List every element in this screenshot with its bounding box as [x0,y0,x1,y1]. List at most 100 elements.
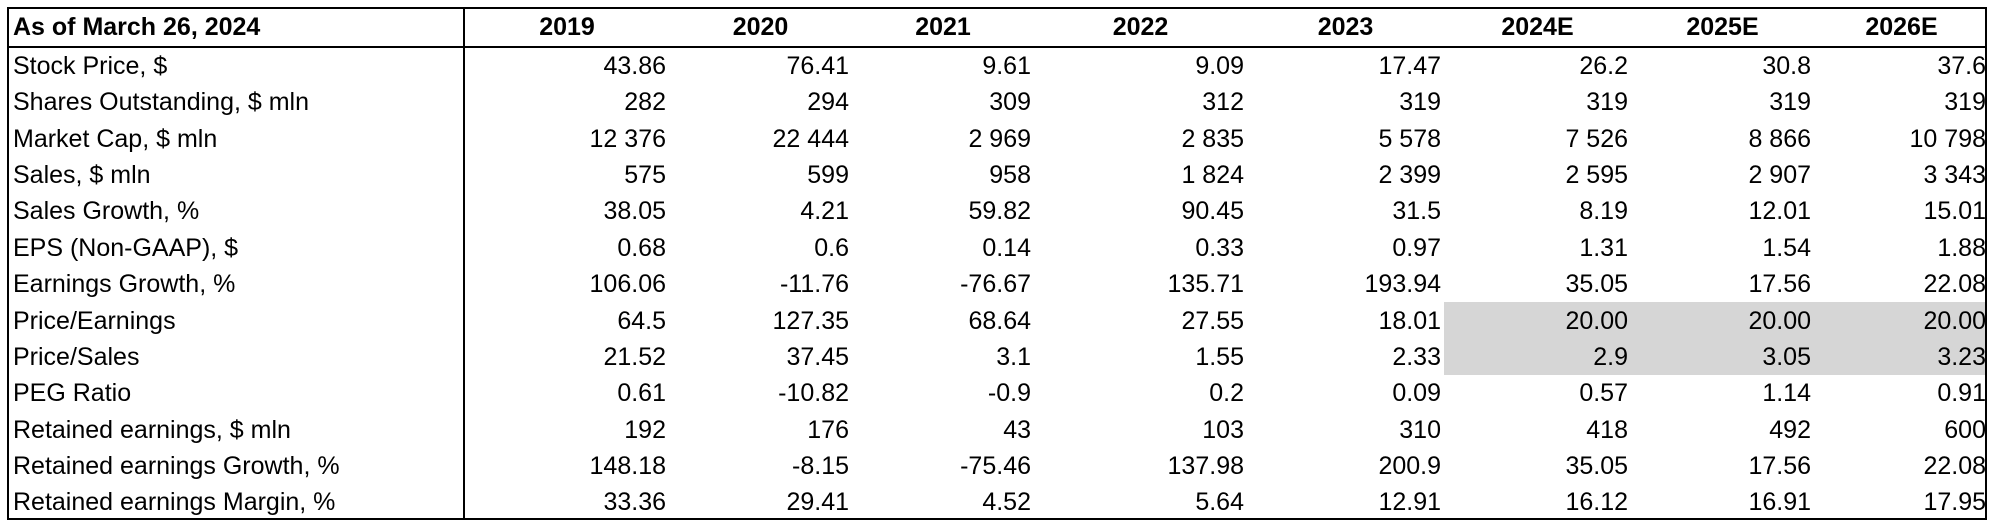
table-cell: 43.86 [603,52,666,80]
table-cell: -11.76 [779,270,849,299]
table-cell: 12.01 [1748,197,1811,226]
financial-table-container: As of March 26, 2024 2019 2020 2021 2022… [7,7,1987,520]
table-cell: 0.09 [1392,379,1441,408]
table-cell: 127.35 [772,306,849,335]
table-cell: 958 [989,160,1031,189]
table-cell: 4.21 [800,197,849,226]
table-cell: 38.05 [603,197,666,226]
table-row: Sales, $ mln 575 599 958 1 824 2 399 2 595 2 90… [9,156,1986,194]
table-cell: 106.06 [589,270,666,299]
table-cell: 1.55 [1195,342,1244,371]
table-cell: 20.00 [1631,302,1814,339]
table-cell: 3.05 [1631,338,1814,376]
table-cell: 2 835 [1181,124,1244,153]
table-cell: 2 907 [1748,160,1811,189]
table-cell: 8.19 [1579,197,1628,226]
header-as-of-date: As of March 26, 2024 [9,9,465,48]
table-cell: 319 [1944,88,1986,117]
table-cell: 310 [1399,415,1441,444]
table-cell: 37.45 [786,342,849,371]
table-cell: 0.2 [1209,379,1244,408]
table-row: Retained earnings, $ mln 192 176 43 103 310 41… [9,411,1986,448]
table-row: Stock Price, $ 43.86 76.41 9.61 9.09 17.47 26.… [9,47,1986,84]
table-cell: 33.36 [603,488,666,517]
table-cell: 1.88 [1937,233,1986,262]
row-label: Earnings Growth, % [9,265,465,303]
table-cell: 22.08 [1923,270,1986,299]
row-label: Price/Earnings [9,302,465,339]
table-cell: 312 [1202,88,1244,117]
table-cell: 103 [1202,415,1244,444]
table-cell: 3 343 [1923,160,1986,189]
table-row: Retained earnings Growth, % 148.18 -8.15 -7… [9,447,1986,485]
table-cell: 192 [624,415,666,444]
table-cell: -76.67 [960,270,1031,299]
table-cell: 4.52 [982,488,1031,517]
table-cell: 17.56 [1748,452,1811,481]
table-cell: 2 969 [968,124,1031,153]
table-cell: 68.64 [968,306,1031,335]
table-row: Market Cap, $ mln 12 376 22 444 2 969 2 835 5… [9,120,1986,157]
table-cell: -8.15 [792,452,849,481]
table-cell: 1.31 [1579,233,1628,262]
table-cell: 0.91 [1937,379,1986,408]
table-cell: 9.09 [1195,52,1244,80]
header-row: As of March 26, 2024 2019 2020 2021 2022… [9,9,1985,48]
table-cell: 0.57 [1579,379,1628,408]
table-cell: 0.33 [1195,233,1244,262]
table-row: Price/Sales 21.52 37.45 3.1 1.55 2.33 2.9 3.05 3… [9,338,1985,376]
table-cell: 0.6 [814,233,849,262]
table-cell: 2 595 [1565,160,1628,189]
table-cell: 135.71 [1167,270,1244,299]
table-cell: 2 399 [1378,160,1441,189]
table-cell: 22.08 [1923,452,1986,481]
table-cell: 17.95 [1923,488,1986,517]
column-header: 2025E [1631,9,1814,48]
table-cell: 1.54 [1762,233,1811,262]
table-cell: 600 [1944,415,1986,444]
row-label: Sales Growth, % [9,193,465,230]
table-cell: 575 [624,160,666,189]
table-cell: 21.52 [603,342,666,371]
row-label: Retained earnings, $ mln [9,411,465,448]
row-label: Market Cap, $ mln [9,120,465,157]
table-body: Stock Price, $ 43.86 76.41 9.61 9.09 17.47 26.… [9,47,1986,518]
table-cell: 31.5 [1392,197,1441,226]
row-label: EPS (Non-GAAP), $ [9,229,465,266]
table-cell: 0.97 [1392,233,1441,262]
table-cell: 9.61 [982,52,1031,80]
table-cell: 30.8 [1762,52,1811,80]
table-cell: 29.41 [786,488,849,517]
table-cell: 17.56 [1748,270,1811,299]
table-cell: 418 [1586,415,1628,444]
table-cell: 37.6 [1937,52,1986,80]
table-cell: 0.68 [617,233,666,262]
table-cell: 319 [1769,88,1811,117]
table-cell: 59.82 [968,197,1031,226]
table-row: Sales Growth, % 38.05 4.21 59.82 90.45 31.5 8.… [9,193,1985,230]
table-row: PEG Ratio 0.61 -10.82 -0.9 0.2 0.09 0.57 1.14 0.… [9,375,1986,412]
table-cell: 599 [807,160,849,189]
financial-table: As of March 26, 2024 2019 2020 2021 2022… [9,9,1986,518]
column-header: 2022 [1034,9,1247,48]
table-cell: 319 [1399,88,1441,117]
row-label: PEG Ratio [9,375,465,412]
table-cell: 282 [624,88,666,117]
table-cell: 64.5 [617,306,666,335]
row-label: Stock Price, $ [9,47,465,84]
table-cell: 12 376 [589,124,666,153]
table-cell: 1.14 [1762,379,1811,408]
table-cell: 294 [807,88,849,117]
table-cell: 35.05 [1565,452,1628,481]
table-cell: 8 866 [1748,124,1811,153]
table-cell: 193.94 [1364,270,1441,299]
table-cell: 27.55 [1181,306,1244,335]
table-cell: 16.91 [1748,488,1811,517]
column-header: 2021 [852,9,1034,48]
table-cell: 10 798 [1909,124,1986,153]
table-cell: 492 [1769,415,1811,444]
table-cell: 43 [1003,415,1031,444]
column-header: 2024E [1444,9,1631,48]
table-cell: 16.12 [1565,488,1628,517]
table-cell: 20.00 [1444,302,1631,339]
